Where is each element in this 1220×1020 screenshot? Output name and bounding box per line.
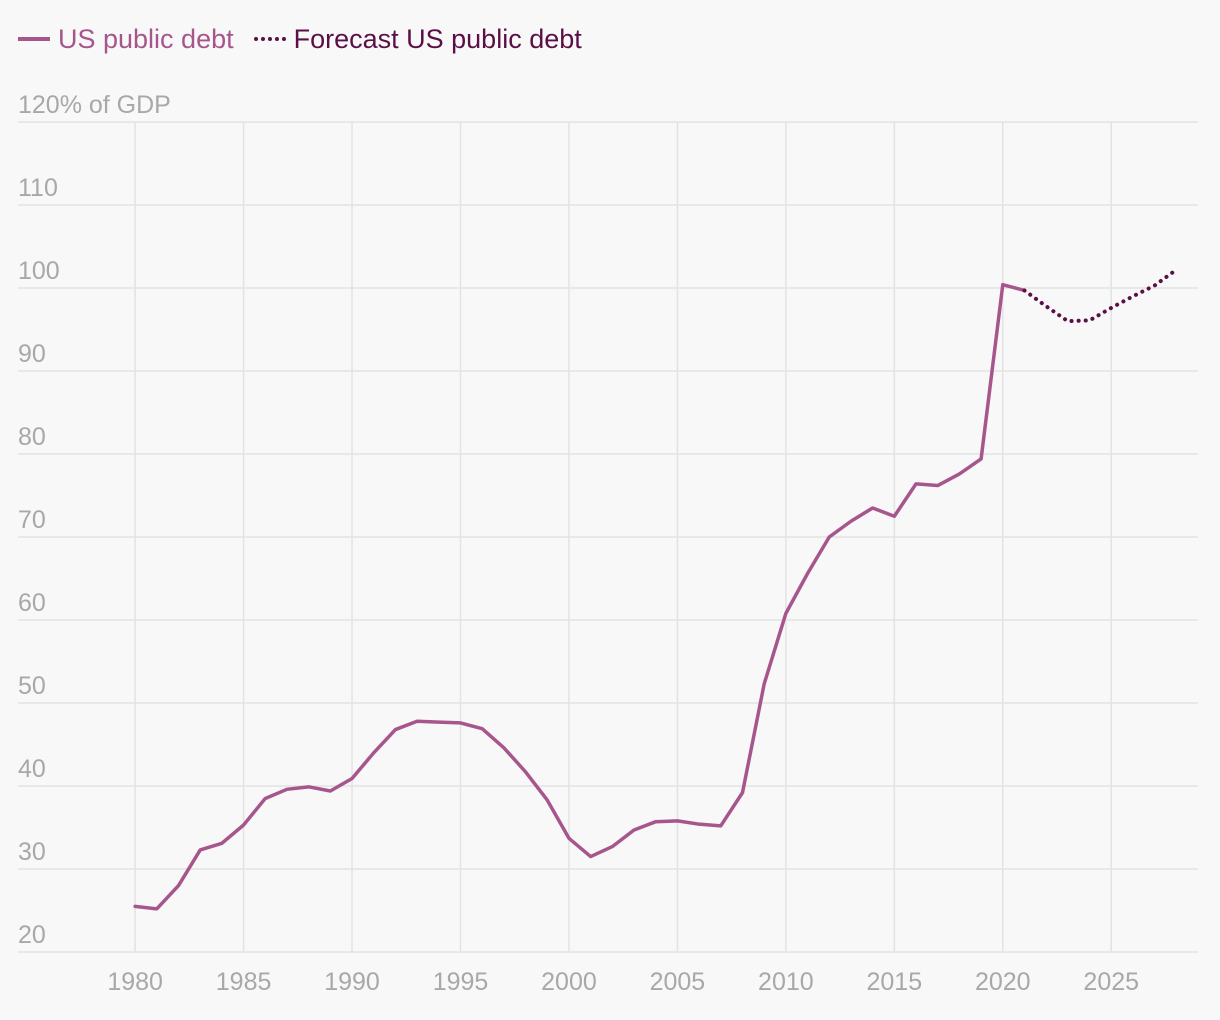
x-tick-label-1980: 1980 [107, 968, 163, 996]
y-tick-label-110: 110 [18, 174, 58, 202]
x-tick-label-2015: 2015 [867, 968, 923, 996]
legend-swatch-actual [18, 37, 50, 41]
x-tick-label-2025: 2025 [1083, 968, 1139, 996]
y-tick-label-70: 70 [18, 506, 46, 534]
legend-label-forecast: Forecast US public debt [293, 23, 582, 54]
y-tick-label-120: 120% of GDP [18, 91, 171, 119]
legend-swatch-forecast [253, 37, 286, 41]
y-tick-label-20: 20 [18, 921, 46, 949]
series-line-forecast [1022, 267, 1179, 324]
legend-item-forecast: Forecast US public debt [253, 23, 582, 55]
y-tick-label-100: 100 [18, 257, 60, 285]
x-tick-label-2000: 2000 [541, 968, 597, 996]
y-tick-label-50: 50 [18, 672, 46, 700]
legend-label-actual: US public debt [58, 23, 234, 54]
x-tick-label-1995: 1995 [433, 968, 489, 996]
y-tick-label-30: 30 [18, 838, 46, 866]
y-tick-label-60: 60 [18, 589, 46, 617]
legend-item-actual: US public debt [18, 24, 234, 55]
x-tick-label-1985: 1985 [216, 968, 272, 996]
series-line-actual [133, 282, 1027, 911]
x-tick-label-2005: 2005 [650, 968, 706, 996]
x-tick-label-2010: 2010 [758, 968, 814, 996]
y-tick-label-90: 90 [18, 340, 46, 368]
x-tick-label-1990: 1990 [324, 968, 380, 996]
x-tick-label-2020: 2020 [975, 968, 1031, 996]
y-tick-label-80: 80 [18, 423, 46, 451]
y-tick-label-40: 40 [18, 755, 46, 783]
legend: US public debt Forecast US public debt [18, 20, 582, 58]
